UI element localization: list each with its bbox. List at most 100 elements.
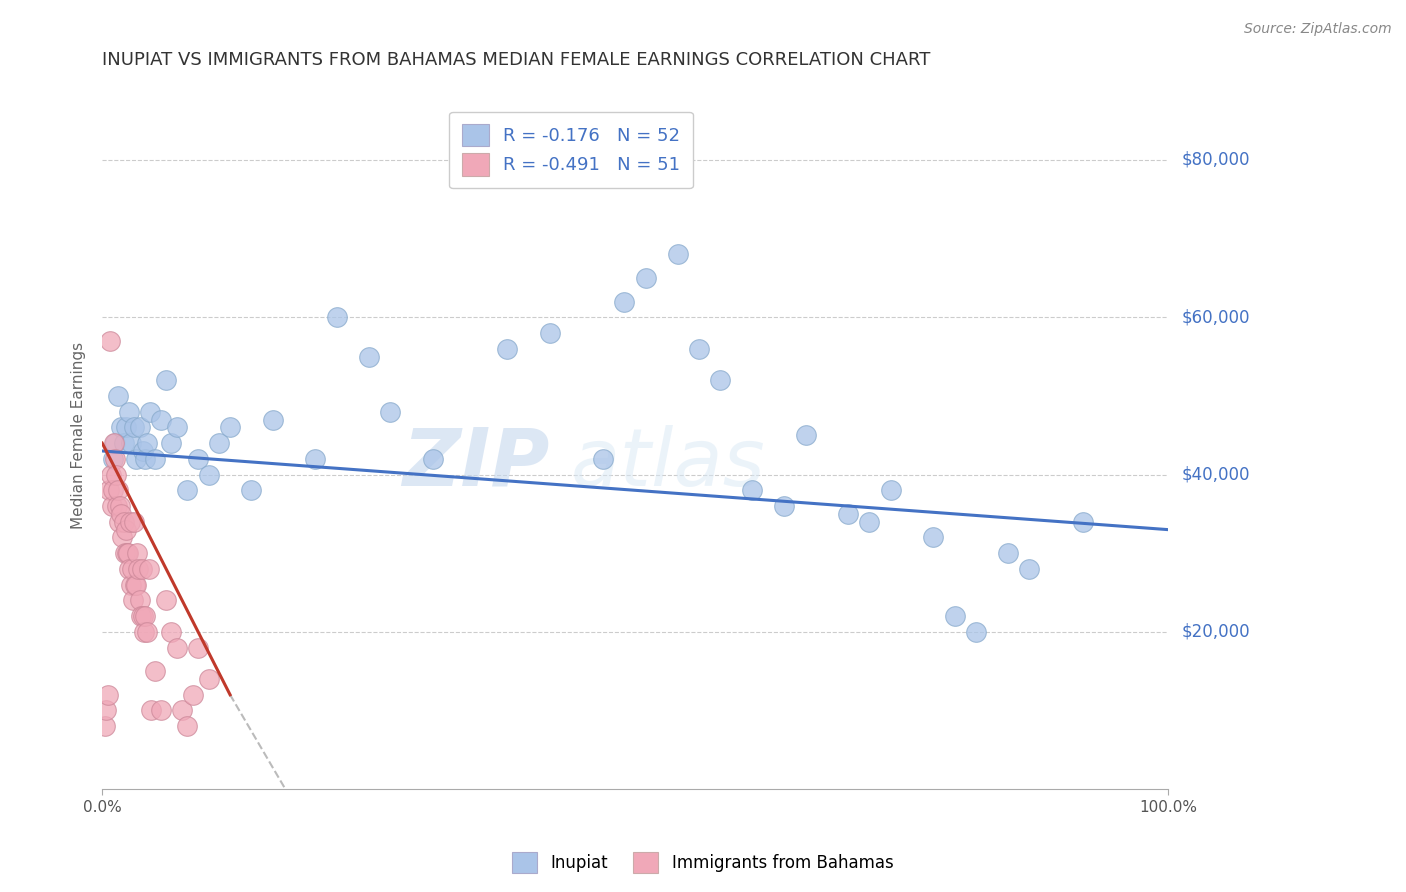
Point [104, 436, 127, 450]
Point [176, 719, 198, 733]
Text: $80,000: $80,000 [1182, 151, 1250, 169]
Point [997, 546, 1019, 560]
Point [139, 404, 162, 418]
Point [155, 593, 177, 607]
Point [197, 467, 219, 482]
Point [496, 342, 519, 356]
Point [325, 310, 347, 325]
Point [837, 507, 859, 521]
Point [118, 515, 141, 529]
Point [128, 593, 150, 607]
Point [1071, 515, 1094, 529]
Point [378, 404, 401, 418]
Point [187, 640, 209, 655]
Legend: Inupiat, Immigrants from Bahamas: Inupiat, Immigrants from Bahamas [506, 846, 900, 880]
Point [110, 420, 132, 434]
Point [181, 688, 204, 702]
Point [141, 704, 163, 718]
Point [145, 451, 167, 466]
Point [149, 704, 172, 718]
Point [138, 562, 160, 576]
Point [105, 467, 128, 482]
Point [96, 704, 118, 718]
Point [107, 389, 129, 403]
Y-axis label: Median Female Earnings: Median Female Earnings [72, 342, 86, 529]
Point [107, 483, 129, 498]
Point [136, 436, 159, 450]
Point [112, 515, 135, 529]
Point [131, 609, 153, 624]
Point [110, 499, 132, 513]
Point [166, 640, 188, 655]
Point [101, 483, 124, 498]
Point [100, 467, 122, 482]
Point [134, 609, 156, 624]
Point [129, 609, 152, 624]
Text: Source: ZipAtlas.com: Source: ZipAtlas.com [1244, 22, 1392, 37]
Point [219, 420, 242, 434]
Text: ZIP: ZIP [402, 425, 550, 502]
Point [121, 562, 143, 576]
Point [110, 507, 132, 521]
Point [592, 451, 614, 466]
Point [538, 326, 561, 340]
Point [120, 577, 142, 591]
Point [709, 373, 731, 387]
Point [108, 515, 131, 529]
Text: $60,000: $60,000 [1182, 309, 1250, 326]
Point [666, 247, 689, 261]
Point [96, 688, 118, 702]
Point [187, 451, 209, 466]
Point [634, 271, 657, 285]
Point [98, 334, 121, 348]
Point [160, 436, 183, 450]
Point [172, 704, 194, 718]
Point [112, 436, 135, 450]
Point [124, 577, 146, 591]
Point [794, 428, 817, 442]
Point [943, 609, 966, 624]
Text: INUPIAT VS IMMIGRANTS FROM BAHAMAS MEDIAN FEMALE EARNINGS CORRELATION CHART: INUPIAT VS IMMIGRANTS FROM BAHAMAS MEDIA… [103, 51, 931, 69]
Point [136, 624, 159, 639]
Point [118, 404, 141, 418]
Point [880, 483, 903, 498]
Point [208, 436, 231, 450]
Point [118, 562, 141, 576]
Point [104, 451, 127, 466]
Point [122, 420, 145, 434]
Text: atlas: atlas [571, 425, 766, 502]
Point [125, 451, 148, 466]
Point [122, 515, 145, 529]
Text: $20,000: $20,000 [1182, 623, 1250, 640]
Point [111, 531, 134, 545]
Point [357, 350, 380, 364]
Point [131, 562, 153, 576]
Point [131, 444, 153, 458]
Point [160, 624, 183, 639]
Point [145, 664, 167, 678]
Point [97, 483, 120, 498]
Point [240, 483, 263, 498]
Point [741, 483, 763, 498]
Point [688, 342, 710, 356]
Legend: R = -0.176   N = 52, R = -0.491   N = 51: R = -0.176 N = 52, R = -0.491 N = 51 [449, 112, 693, 188]
Point [176, 483, 198, 498]
Point [422, 451, 444, 466]
Point [149, 412, 172, 426]
Point [94, 719, 117, 733]
Point [115, 546, 138, 560]
Point [114, 523, 136, 537]
Point [125, 577, 148, 591]
Point [117, 546, 139, 560]
Point [155, 373, 177, 387]
Point [132, 624, 155, 639]
Point [166, 420, 188, 434]
Point [101, 499, 124, 513]
Text: $40,000: $40,000 [1182, 466, 1250, 483]
Point [127, 546, 149, 560]
Point [114, 420, 136, 434]
Point [197, 672, 219, 686]
Point [1018, 562, 1040, 576]
Point [134, 451, 156, 466]
Point [103, 436, 125, 450]
